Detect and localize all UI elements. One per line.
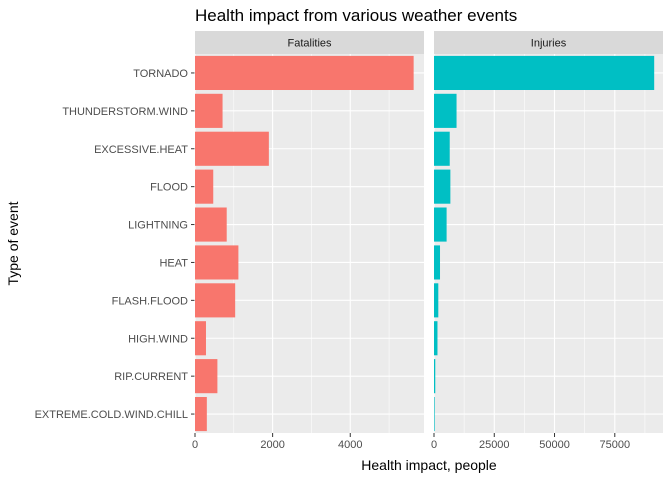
bar-injuries-tornado <box>434 55 655 91</box>
category-labels: TORNADO THUNDERSTORM.WIND EXCESSIVE.HEAT FL… <box>35 68 195 421</box>
category-label-high-wind: HIGH.WIND <box>128 333 188 345</box>
strip-injuries <box>434 31 663 54</box>
panel-fatalities: Fatalities 0 2000 4000 <box>192 31 424 451</box>
bar-injuries-flood <box>434 169 451 204</box>
bar-injuries-rip-current <box>434 359 436 394</box>
x-tick-label-injuries: 75000 <box>599 439 630 451</box>
bar-injuries-high-wind <box>434 321 438 356</box>
bar-injuries-excessive-heat <box>434 131 450 166</box>
strip-fatalities <box>195 31 424 54</box>
category-label-tornado: TORNADO <box>133 68 188 80</box>
category-label-lightning: LIGHTNING <box>128 220 188 232</box>
panel-background-injuries <box>434 54 663 433</box>
panel-background-fatalities <box>195 54 424 433</box>
bar-fatalities-extreme-cold-wind-chill <box>195 396 207 432</box>
bar-fatalities-heat <box>195 245 239 280</box>
bar-fatalities-lightning <box>195 207 227 242</box>
x-tick-label-injuries: 50000 <box>539 439 570 451</box>
x-axis-title: Health impact, people <box>361 457 497 473</box>
bar-injuries-lightning <box>434 207 447 242</box>
category-label-extreme-cold-wind-chill: EXTREME.COLD.WIND.CHILL <box>35 409 188 421</box>
facet-panels: Fatalities 0 2000 4000 Injuries 0 25000 50000 75… <box>192 31 663 451</box>
category-label-rip-current: RIP.CURRENT <box>114 371 188 383</box>
strip-label-fatalities: Fatalities <box>287 38 332 50</box>
bar-fatalities-rip-current <box>195 359 218 394</box>
category-label-thunderstorm-wind: THUNDERSTORM.WIND <box>62 106 188 118</box>
bar-injuries-heat <box>434 245 441 280</box>
category-label-flash-flood: FLASH.FLOOD <box>112 295 188 307</box>
bar-injuries-flash-flood <box>434 283 439 318</box>
bar-fatalities-high-wind <box>195 321 206 356</box>
panel-injuries: Injuries 0 25000 50000 75000 <box>431 31 663 451</box>
bar-fatalities-thunderstorm-wind <box>195 93 223 128</box>
bar-fatalities-excessive-heat <box>195 131 269 166</box>
strip-label-injuries: Injuries <box>531 38 567 50</box>
category-label-heat: HEAT <box>159 257 188 269</box>
category-label-excessive-heat: EXCESSIVE.HEAT <box>94 144 188 156</box>
x-tick-label-fatalities: 0 <box>192 439 198 451</box>
bar-fatalities-tornado <box>195 55 414 91</box>
bar-injuries-extreme-cold-wind-chill <box>434 396 435 432</box>
x-tick-label-fatalities: 2000 <box>260 439 284 451</box>
x-tick-label-fatalities: 4000 <box>338 439 362 451</box>
chart-title: Health impact from various weather event… <box>195 6 517 25</box>
x-tick-label-injuries: 25000 <box>479 439 510 451</box>
bar-injuries-thunderstorm-wind <box>434 93 457 128</box>
x-tick-label-injuries: 0 <box>431 439 437 451</box>
bar-fatalities-flood <box>195 169 214 204</box>
category-label-flood: FLOOD <box>150 182 188 194</box>
bar-fatalities-flash-flood <box>195 283 236 318</box>
y-axis-title: Type of event <box>5 201 21 285</box>
